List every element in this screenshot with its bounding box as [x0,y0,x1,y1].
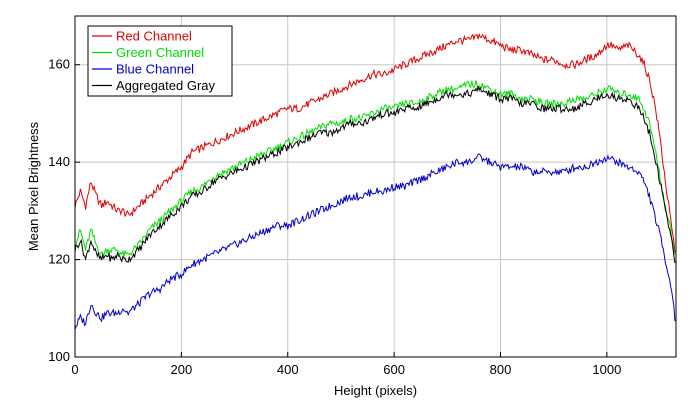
series-line-3 [74,86,676,264]
y-axis-ticks: 100 120 140 160 [48,57,80,364]
x-axis-title: Height (pixels) [334,383,417,398]
legend-label: Red Channel [116,29,192,44]
y-tick-label: 120 [48,252,70,267]
series-line-1 [74,80,676,257]
x-tick-label: 400 [277,362,299,377]
legend-label: Blue Channel [116,62,194,77]
series-lines [74,32,676,330]
x-tick-label: 200 [171,362,193,377]
y-tick-label: 140 [48,154,70,169]
legend-label: Aggregated Gray [116,78,216,93]
x-tick-label: 1000 [592,362,621,377]
x-tick-label: 800 [490,362,512,377]
y-tick-label: 160 [48,57,70,72]
y-tick-label: 100 [48,349,70,364]
legend-box [87,25,233,97]
y-axis-title: Mean Pixel Brightness [26,121,41,251]
x-axis-ticks: 0 200 400 600 800 1000 [71,352,621,377]
series-line-2 [74,153,676,330]
x-tick-label: 0 [71,362,78,377]
x-tick-label: 600 [383,362,405,377]
plot-frame [74,15,677,358]
series-line-0 [74,32,676,253]
legend-label: Green Channel [116,45,204,60]
